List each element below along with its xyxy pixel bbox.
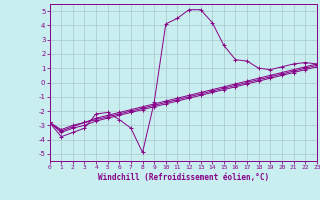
X-axis label: Windchill (Refroidissement éolien,°C): Windchill (Refroidissement éolien,°C) (98, 173, 269, 182)
